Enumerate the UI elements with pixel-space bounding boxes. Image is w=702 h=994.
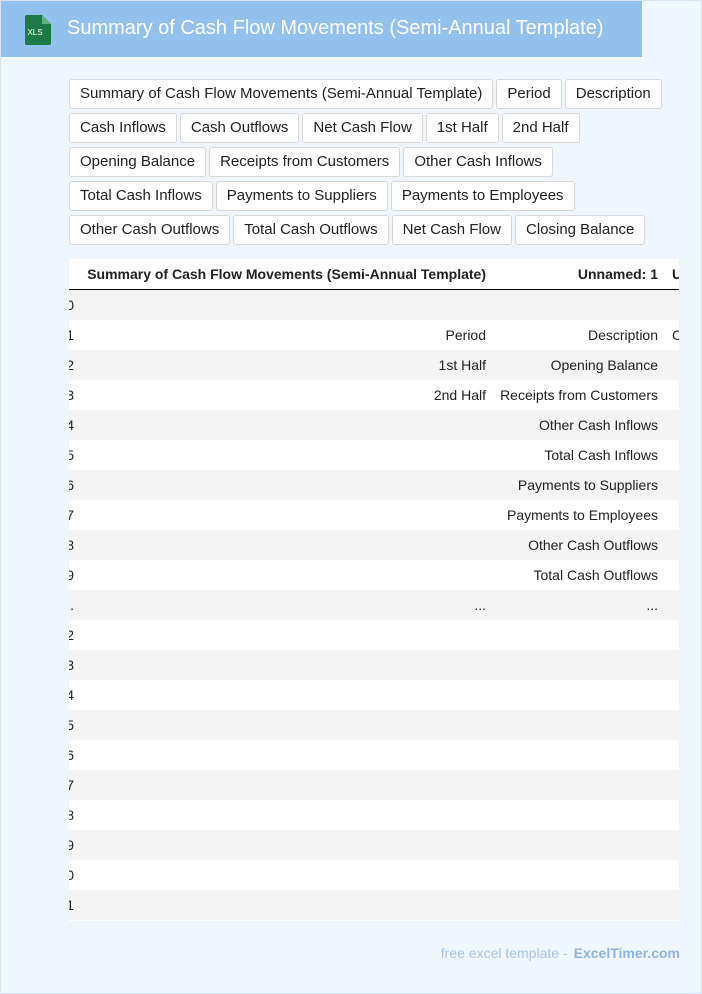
tag[interactable]: Cash Outflows [179, 113, 300, 143]
table-cell: Total Cash Inflows [544, 447, 658, 463]
table-row: 7 [69, 770, 679, 800]
tag[interactable]: Total Cash Outflows [233, 215, 389, 245]
footer-brand[interactable]: ExcelTimer.com [573, 945, 680, 961]
table-row: 3 2nd Half Receipts from Customers [69, 380, 679, 410]
tag[interactable]: Total Cash Inflows [69, 181, 213, 211]
row-index: ... [69, 597, 74, 613]
column-header: Unnamed: 1 [577, 266, 658, 282]
table-row: 1 Period Description Cash Inflows [69, 320, 679, 350]
table-row: 4 [69, 680, 679, 710]
row-index: 5 [69, 447, 74, 463]
row-index: 3 [69, 657, 74, 673]
table-cell: Payments to Employees [507, 507, 658, 523]
table-row: 0 [69, 290, 679, 320]
row-index: 4 [69, 417, 74, 433]
svg-text:XLS: XLS [27, 28, 42, 37]
row-index: 0 [69, 297, 74, 313]
tag[interactable]: Opening Balance [69, 147, 207, 177]
tag[interactable]: Payments to Employees [390, 181, 575, 211]
row-index: 2 [69, 357, 74, 373]
table-row: 8 Other Cash Outflows [69, 530, 679, 560]
row-index: 1 [69, 327, 74, 343]
data-table: Summary of Cash Flow Movements (Semi-Ann… [69, 259, 679, 921]
table-row: 4 Other Cash Inflows [69, 410, 679, 440]
table-row: 7 Payments to Employees [69, 500, 679, 530]
table-row: 9 [69, 830, 679, 860]
tag[interactable]: Closing Balance [514, 215, 646, 245]
xls-icon: XLS [25, 15, 51, 45]
row-index: 6 [69, 747, 74, 763]
table-row: 2 [69, 620, 679, 650]
table-row: 5 Total Cash Inflows [69, 440, 679, 470]
table-cell: ... [646, 597, 658, 613]
table-row: 2 1st Half Opening Balance [69, 350, 679, 380]
row-index: 4 [69, 687, 74, 703]
row-index: 2 [69, 627, 74, 643]
table-cell: Cash Inflows [672, 327, 679, 343]
table-cell: Total Cash Outflows [533, 567, 659, 583]
table-row: 0 [69, 860, 679, 890]
table-row: ......... [69, 590, 679, 620]
page-title: Summary of Cash Flow Movements (Semi-Ann… [67, 17, 604, 39]
table-row: 1 [69, 890, 679, 920]
table-cell: Description [587, 327, 658, 343]
row-index: 3 [69, 387, 74, 403]
tag[interactable]: Receipts from Customers [209, 147, 401, 177]
table-cell: ... [474, 597, 486, 613]
tag[interactable]: Net Cash Flow [391, 215, 512, 245]
row-index: 5 [69, 717, 74, 733]
tag[interactable]: Summary of Cash Flow Movements (Semi-Ann… [69, 79, 494, 109]
header-bar: XLS Summary of Cash Flow Movements (Semi… [1, 1, 642, 57]
tag[interactable]: Other Cash Inflows [403, 147, 553, 177]
row-index: 7 [69, 507, 74, 523]
row-index: 9 [69, 837, 74, 853]
row-index: 8 [69, 537, 74, 553]
table-row: 9 Total Cash Outflows [69, 560, 679, 590]
table-row: 6 Payments to Suppliers [69, 470, 679, 500]
tag-list: Summary of Cash Flow Movements (Semi-Ann… [69, 79, 699, 245]
table-cell: 2nd Half [433, 387, 486, 403]
header-row: Summary of Cash Flow Movements (Semi-Ann… [69, 259, 679, 290]
footer-text: free excel template - [440, 945, 568, 961]
tag[interactable]: Cash Inflows [69, 113, 177, 143]
table-row: 5 [69, 710, 679, 740]
tag[interactable]: 2nd Half [501, 113, 580, 143]
row-index: 6 [69, 477, 74, 493]
table-cell: 1st Half [438, 357, 486, 373]
footer: free excel template - ExcelTimer.com [441, 945, 680, 961]
table-cell: Payments to Suppliers [517, 477, 658, 493]
tag[interactable]: Payments to Suppliers [215, 181, 388, 211]
row-index: 1 [69, 897, 74, 913]
tag[interactable]: Net Cash Flow [302, 113, 423, 143]
tag[interactable]: Period [496, 79, 562, 109]
row-index: 0 [69, 867, 74, 883]
column-header: Summary of Cash Flow Movements (Semi-Ann… [87, 266, 486, 282]
table-cell: Period [445, 327, 486, 343]
table-row: 3 [69, 650, 679, 680]
table-cell: Opening Balance [550, 357, 658, 373]
row-index: 7 [69, 777, 74, 793]
table-cell: Other Cash Outflows [528, 537, 658, 553]
tag[interactable]: Description [564, 79, 662, 109]
table-row: 8 [69, 800, 679, 830]
column-header: Unnamed: 2 [672, 266, 679, 282]
tag[interactable]: Other Cash Outflows [69, 215, 231, 245]
table-cell: Other Cash Inflows [538, 417, 658, 433]
tag[interactable]: 1st Half [425, 113, 499, 143]
row-index: 9 [69, 567, 74, 583]
table-cell: Receipts from Customers [500, 387, 658, 403]
row-index: 8 [69, 807, 74, 823]
table-row: 6 [69, 740, 679, 770]
